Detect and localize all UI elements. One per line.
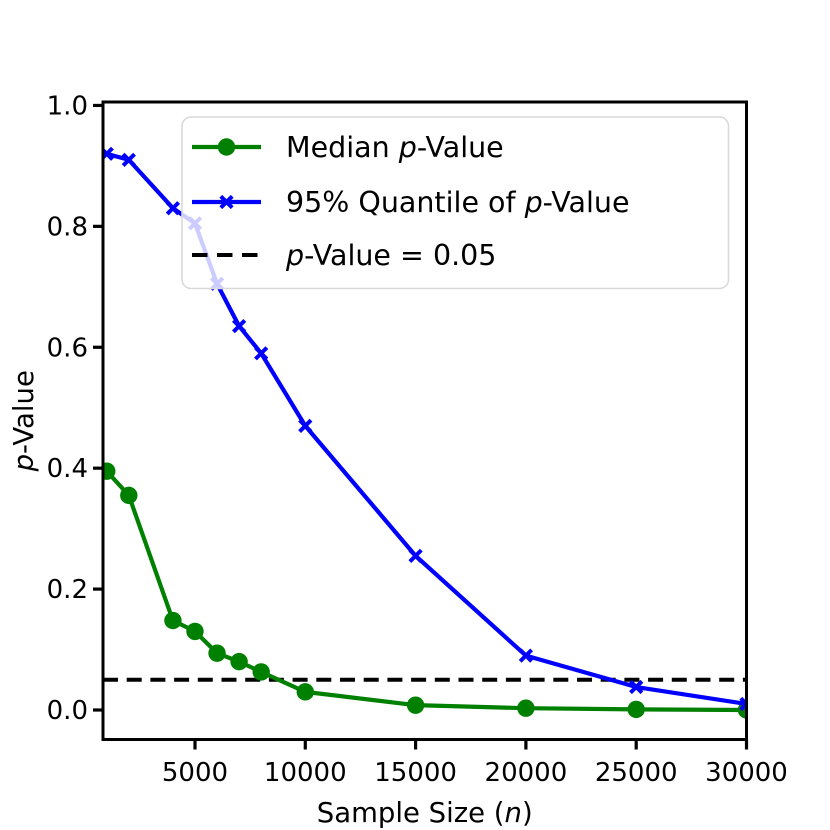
series-line-median	[105, 469, 747, 713]
data-point-circle-marker	[252, 663, 270, 681]
data-point-x-marker	[103, 146, 114, 161]
x-axis-label: Sample Size (n)	[317, 797, 533, 829]
data-point-x-marker	[231, 318, 247, 334]
legend-label-median-italic: p	[398, 131, 417, 164]
x-axis-label-pre: Sample Size (	[317, 797, 505, 829]
legend: Median p-Value 95% Quantile of p-Value p…	[181, 116, 730, 290]
legend-label-reference-italic: p	[285, 239, 304, 272]
data-point-circle-marker	[230, 652, 248, 671]
series-layer	[103, 146, 747, 719]
data-point-circle-marker	[517, 699, 535, 717]
x-tick-label: 10000	[264, 758, 347, 788]
plot-border	[101, 100, 748, 741]
x-tick-label: 30000	[705, 758, 788, 788]
legend-label-quantile: 95% Quantile of p-Value	[286, 186, 630, 219]
y-axis-ticks: 0.0 0.2 0.4 0.6 0.8 1.0	[47, 91, 103, 726]
legend-label-quantile-post: -Value	[543, 186, 630, 219]
y-axis-label-post: -Value	[8, 370, 40, 454]
y-tick-label: 0.4	[47, 454, 88, 484]
data-point-circle-marker	[103, 462, 116, 480]
data-point-circle-marker	[296, 683, 314, 701]
data-point-x-marker	[629, 679, 644, 695]
x-axis-label-italic: n	[505, 797, 522, 829]
data-point-circle-marker	[208, 644, 226, 662]
legend-label-reference: p-Value = 0.05	[285, 239, 496, 272]
data-point-x-marker	[254, 346, 269, 361]
legend-label-median-pre: Median	[286, 131, 399, 164]
data-point-circle-marker	[406, 696, 425, 714]
y-tick-label: 0.8	[47, 212, 88, 242]
x-tick-label: 5000	[162, 758, 228, 788]
y-tick-label: 1.0	[47, 91, 88, 121]
legend-label-median: Median p-Value	[286, 131, 504, 164]
y-axis-label: p-Value	[8, 370, 40, 472]
data-point-circle-marker	[627, 700, 645, 719]
data-point-circle-marker	[120, 486, 138, 505]
x-axis-ticks: 5000 10000 15000 20000 25000 30000	[162, 739, 788, 788]
series-line-quantile	[106, 151, 747, 707]
data-point-circle-marker	[186, 622, 204, 641]
legend-circle-marker-icon	[217, 138, 236, 156]
data-point-x-marker	[739, 696, 747, 712]
data-point-x-marker	[408, 548, 423, 563]
legend-label-reference-post: -Value = 0.05	[304, 239, 496, 272]
data-point-x-marker	[298, 418, 313, 433]
legend-x-marker-icon	[219, 194, 234, 210]
y-tick-label: 0.6	[47, 333, 88, 363]
x-tick-label: 25000	[595, 758, 678, 788]
x-axis-label-post: )	[522, 797, 533, 829]
data-point-x-marker	[121, 152, 136, 167]
x-tick-label: 15000	[374, 758, 457, 788]
legend-label-quantile-italic: p	[524, 186, 543, 219]
legend-label-quantile-pre: 95% Quantile of	[286, 186, 525, 219]
data-point-x-marker	[518, 648, 534, 663]
legend-box	[181, 116, 730, 290]
y-tick-label: 0.2	[47, 575, 88, 605]
y-axis-label-italic: p	[8, 454, 40, 472]
legend-label-median-post: -Value	[417, 131, 504, 164]
data-point-x-marker	[165, 201, 181, 216]
x-tick-label: 20000	[485, 758, 568, 788]
data-point-circle-marker	[164, 611, 182, 630]
y-tick-label: 0.0	[47, 696, 88, 726]
